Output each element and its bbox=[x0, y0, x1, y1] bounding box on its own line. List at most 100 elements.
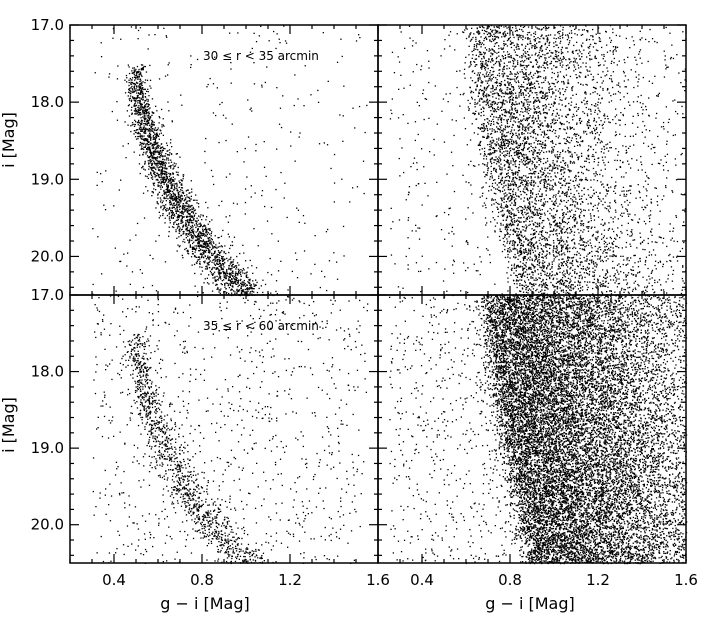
data-point bbox=[193, 247, 195, 249]
data-point bbox=[546, 183, 549, 185]
data-point bbox=[511, 73, 513, 75]
data-point bbox=[557, 31, 559, 34]
data-point bbox=[549, 34, 552, 36]
data-point bbox=[202, 292, 204, 294]
data-point bbox=[503, 144, 505, 146]
data-point bbox=[490, 55, 492, 57]
data-point bbox=[177, 214, 179, 216]
data-point bbox=[638, 218, 641, 220]
data-point bbox=[238, 269, 240, 271]
data-point bbox=[215, 284, 217, 286]
data-point bbox=[181, 218, 183, 220]
data-point bbox=[231, 278, 233, 280]
data-point bbox=[150, 160, 152, 162]
data-point bbox=[498, 156, 500, 158]
data-point bbox=[152, 192, 154, 194]
data-point bbox=[639, 30, 641, 32]
data-point bbox=[151, 164, 153, 166]
data-point bbox=[172, 206, 174, 208]
data-point bbox=[528, 168, 531, 170]
data-point bbox=[188, 209, 190, 211]
data-point bbox=[198, 233, 200, 236]
data-point bbox=[207, 251, 210, 254]
data-point bbox=[527, 257, 530, 259]
data-point bbox=[419, 227, 421, 229]
data-point bbox=[169, 174, 171, 176]
data-point bbox=[141, 64, 144, 66]
data-point bbox=[543, 157, 545, 160]
data-point bbox=[534, 118, 537, 120]
data-point bbox=[553, 260, 555, 262]
data-point bbox=[152, 162, 154, 164]
data-point bbox=[201, 266, 203, 268]
data-point bbox=[516, 219, 518, 221]
data-point bbox=[151, 130, 153, 132]
data-point bbox=[533, 105, 535, 107]
data-point bbox=[169, 196, 171, 198]
data-point bbox=[127, 124, 129, 126]
data-point bbox=[235, 279, 237, 281]
data-point bbox=[148, 136, 150, 138]
data-point bbox=[190, 64, 192, 66]
data-point bbox=[557, 37, 560, 39]
data-point bbox=[672, 288, 674, 290]
data-point bbox=[492, 199, 494, 201]
data-point bbox=[549, 189, 551, 191]
data-point bbox=[205, 247, 207, 249]
data-point bbox=[150, 126, 152, 128]
data-point bbox=[229, 247, 231, 250]
data-point bbox=[343, 255, 345, 257]
data-point bbox=[217, 246, 219, 248]
data-point bbox=[135, 121, 137, 123]
data-point bbox=[188, 209, 191, 212]
data-point bbox=[255, 284, 257, 286]
data-point bbox=[551, 187, 553, 189]
data-point bbox=[140, 135, 142, 138]
data-point bbox=[154, 174, 156, 176]
data-point bbox=[195, 247, 198, 249]
data-point bbox=[505, 201, 508, 203]
data-point bbox=[140, 143, 142, 145]
data-point bbox=[193, 217, 195, 220]
data-point bbox=[213, 252, 216, 254]
data-point bbox=[658, 236, 660, 238]
data-point bbox=[564, 164, 567, 166]
data-point bbox=[516, 97, 518, 99]
data-point bbox=[172, 214, 174, 217]
data-point bbox=[554, 214, 557, 216]
data-point bbox=[138, 68, 140, 71]
data-point bbox=[170, 197, 172, 199]
data-point bbox=[296, 259, 298, 261]
data-point bbox=[142, 110, 144, 113]
data-point bbox=[549, 198, 551, 200]
data-point bbox=[214, 56, 216, 58]
data-point bbox=[608, 121, 610, 123]
data-point bbox=[177, 174, 180, 176]
data-point bbox=[184, 210, 186, 212]
data-point bbox=[552, 202, 555, 204]
data-point bbox=[576, 207, 578, 209]
data-point bbox=[140, 92, 142, 94]
data-point bbox=[523, 285, 525, 287]
data-point bbox=[600, 76, 602, 78]
data-point bbox=[174, 199, 176, 201]
data-point bbox=[180, 211, 183, 213]
data-point bbox=[544, 245, 547, 247]
data-point bbox=[483, 88, 486, 90]
data-point bbox=[167, 184, 169, 186]
data-point bbox=[148, 117, 150, 119]
data-point bbox=[141, 106, 143, 108]
data-point bbox=[177, 200, 179, 203]
data-point bbox=[136, 132, 138, 134]
data-point bbox=[479, 104, 481, 106]
data-point bbox=[569, 293, 571, 295]
data-point bbox=[195, 236, 198, 238]
data-point bbox=[135, 111, 137, 113]
data-point bbox=[626, 209, 628, 211]
data-point bbox=[531, 212, 533, 214]
data-point bbox=[176, 187, 178, 189]
data-point bbox=[153, 124, 155, 126]
data-point bbox=[579, 214, 581, 216]
data-point bbox=[562, 284, 564, 286]
data-point bbox=[500, 224, 502, 226]
